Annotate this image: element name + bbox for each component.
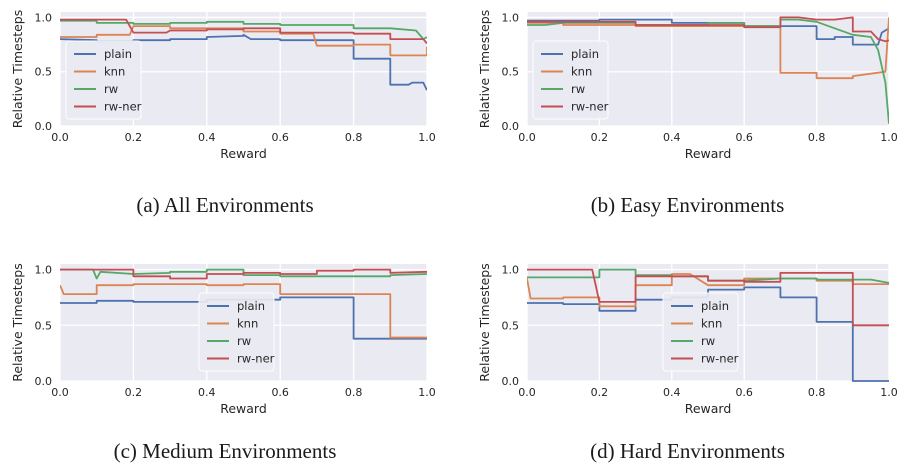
x-axis-label: Reward: [685, 401, 732, 416]
legend-label-rw: rw: [104, 82, 118, 96]
x-tick-label: 0.0: [518, 386, 536, 399]
chart-svg: 0.0 0.2 0.4 0.6 0.8 1.0 0.0 0.5 1.0 Reward Relativ…: [10, 263, 436, 416]
x-axis-label: Reward: [685, 146, 732, 161]
x-tick-label: 0.8: [808, 386, 826, 399]
x-tick-label: 0.4: [198, 386, 216, 399]
y-axis-label: Relative Timesteps: [477, 263, 492, 382]
x-tick-label: 0.2: [125, 131, 143, 144]
legend-label-rw-ner: rw-ner: [571, 100, 609, 114]
y-tick-label: 0.5: [502, 319, 520, 332]
series-line-plain: [527, 18, 889, 46]
y-axis-label: Relative Timesteps: [477, 10, 492, 129]
legend-label-rw: rw: [237, 334, 251, 348]
x-tick-label: 0.6: [271, 386, 289, 399]
legend-label-plain: plain: [701, 299, 729, 313]
x-tick-label: 0.0: [51, 386, 69, 399]
legend-label-plain: plain: [104, 47, 132, 61]
series-line-rw-ner: [60, 18, 427, 45]
x-tick-label: 1.0: [880, 386, 898, 399]
y-tick-label: 0.0: [502, 375, 520, 388]
x-tick-label: 0.8: [345, 386, 363, 399]
legend-label-rw: rw: [571, 82, 585, 96]
chart-svg: 0.0 0.2 0.4 0.6 0.8 1.0 0.0 0.5 1.0 Reward Relativ…: [477, 263, 898, 416]
y-tick-label: 0.5: [35, 319, 53, 332]
x-tick-label: 0.2: [591, 386, 609, 399]
legend-label-knn: knn: [237, 317, 258, 331]
y-tick-label: 0.0: [35, 120, 53, 133]
x-tick-label: 0.2: [125, 386, 143, 399]
x-tick-label: 1.0: [418, 386, 436, 399]
legend-label-plain: plain: [237, 299, 265, 313]
series-line-rw-ner: [527, 268, 889, 327]
y-tick-label: 0.0: [35, 375, 53, 388]
caption-hard-environments: (d) Hard Environments: [590, 439, 785, 463]
legend-label-rw-ner: rw-ner: [237, 352, 275, 366]
series-line-rw: [60, 268, 427, 280]
y-tick-label: 1.0: [35, 264, 53, 277]
legend-label-rw-ner: rw-ner: [701, 352, 739, 366]
caption-medium-environments: (c) Medium Environments: [113, 439, 337, 463]
legend-label-plain: plain: [571, 47, 599, 61]
x-tick-label: 0.4: [663, 131, 681, 144]
y-tick-label: 1.0: [502, 264, 520, 277]
y-axis-label: Relative Timesteps: [10, 263, 25, 382]
series-line-rw-ner: [60, 268, 427, 280]
chart-panel-a: 0.0 0.2 0.4 0.6 0.8 1.0 0.0 0.5 1.0 Reward Relativ…: [0, 0, 450, 236]
y-tick-label: 1.0: [502, 11, 520, 24]
chart-svg: 0.0 0.2 0.4 0.6 0.8 1.0 0.0 0.5 1.0 Reward Relativ…: [477, 10, 898, 161]
caption-all-environments: (a) All Environments: [136, 193, 314, 217]
y-tick-label: 0.5: [502, 66, 520, 79]
series-line-rw-ner: [527, 16, 889, 43]
series-line-rw: [60, 19, 427, 40]
x-tick-label: 0.0: [518, 131, 536, 144]
x-tick-label: 0.4: [198, 131, 216, 144]
y-tick-label: 0.5: [35, 66, 53, 79]
legend-box: [198, 292, 275, 372]
x-tick-label: 1.0: [418, 131, 436, 144]
caption-easy-environments: (b) Easy Environments: [590, 193, 785, 217]
x-tick-label: 0.6: [735, 131, 753, 144]
x-tick-label: 0.4: [663, 386, 681, 399]
y-tick-label: 0.0: [502, 120, 520, 133]
x-tick-label: 0.8: [808, 131, 826, 144]
x-tick-label: 1.0: [880, 131, 898, 144]
x-axis-label: Reward: [220, 146, 267, 161]
x-tick-label: 0.0: [51, 131, 69, 144]
chart-panel-d: 0.0 0.2 0.4 0.6 0.8 1.0 0.0 0.5 1.0 Reward Relativ…: [460, 250, 901, 472]
series-line-knn: [527, 273, 889, 308]
x-axis-label: Reward: [220, 401, 267, 416]
chart-svg: 0.0 0.2 0.4 0.6 0.8 1.0 0.0 0.5 1.0 Reward Relativ…: [10, 10, 436, 161]
chart-panel-b: 0.0 0.2 0.4 0.6 0.8 1.0 0.0 0.5 1.0 Reward Relativ…: [460, 0, 901, 236]
y-axis-label: Relative Timesteps: [10, 10, 25, 129]
x-tick-label: 0.6: [735, 386, 753, 399]
legend-label-knn: knn: [571, 65, 592, 79]
x-tick-label: 0.8: [345, 131, 363, 144]
legend-box: [65, 40, 142, 120]
series-line-knn: [60, 283, 427, 339]
legend-box: [662, 292, 739, 372]
x-tick-label: 0.6: [271, 131, 289, 144]
legend-label-knn: knn: [701, 317, 722, 331]
chart-panel-c: 0.0 0.2 0.4 0.6 0.8 1.0 0.0 0.5 1.0 Reward Relativ…: [0, 250, 450, 472]
legend-box: [532, 40, 609, 120]
legend-label-knn: knn: [104, 65, 125, 79]
legend-label-rw: rw: [701, 334, 715, 348]
x-tick-label: 0.2: [591, 131, 609, 144]
legend-label-rw-ner: rw-ner: [104, 100, 142, 114]
y-tick-label: 1.0: [35, 11, 53, 24]
series-line-knn: [527, 17, 889, 80]
